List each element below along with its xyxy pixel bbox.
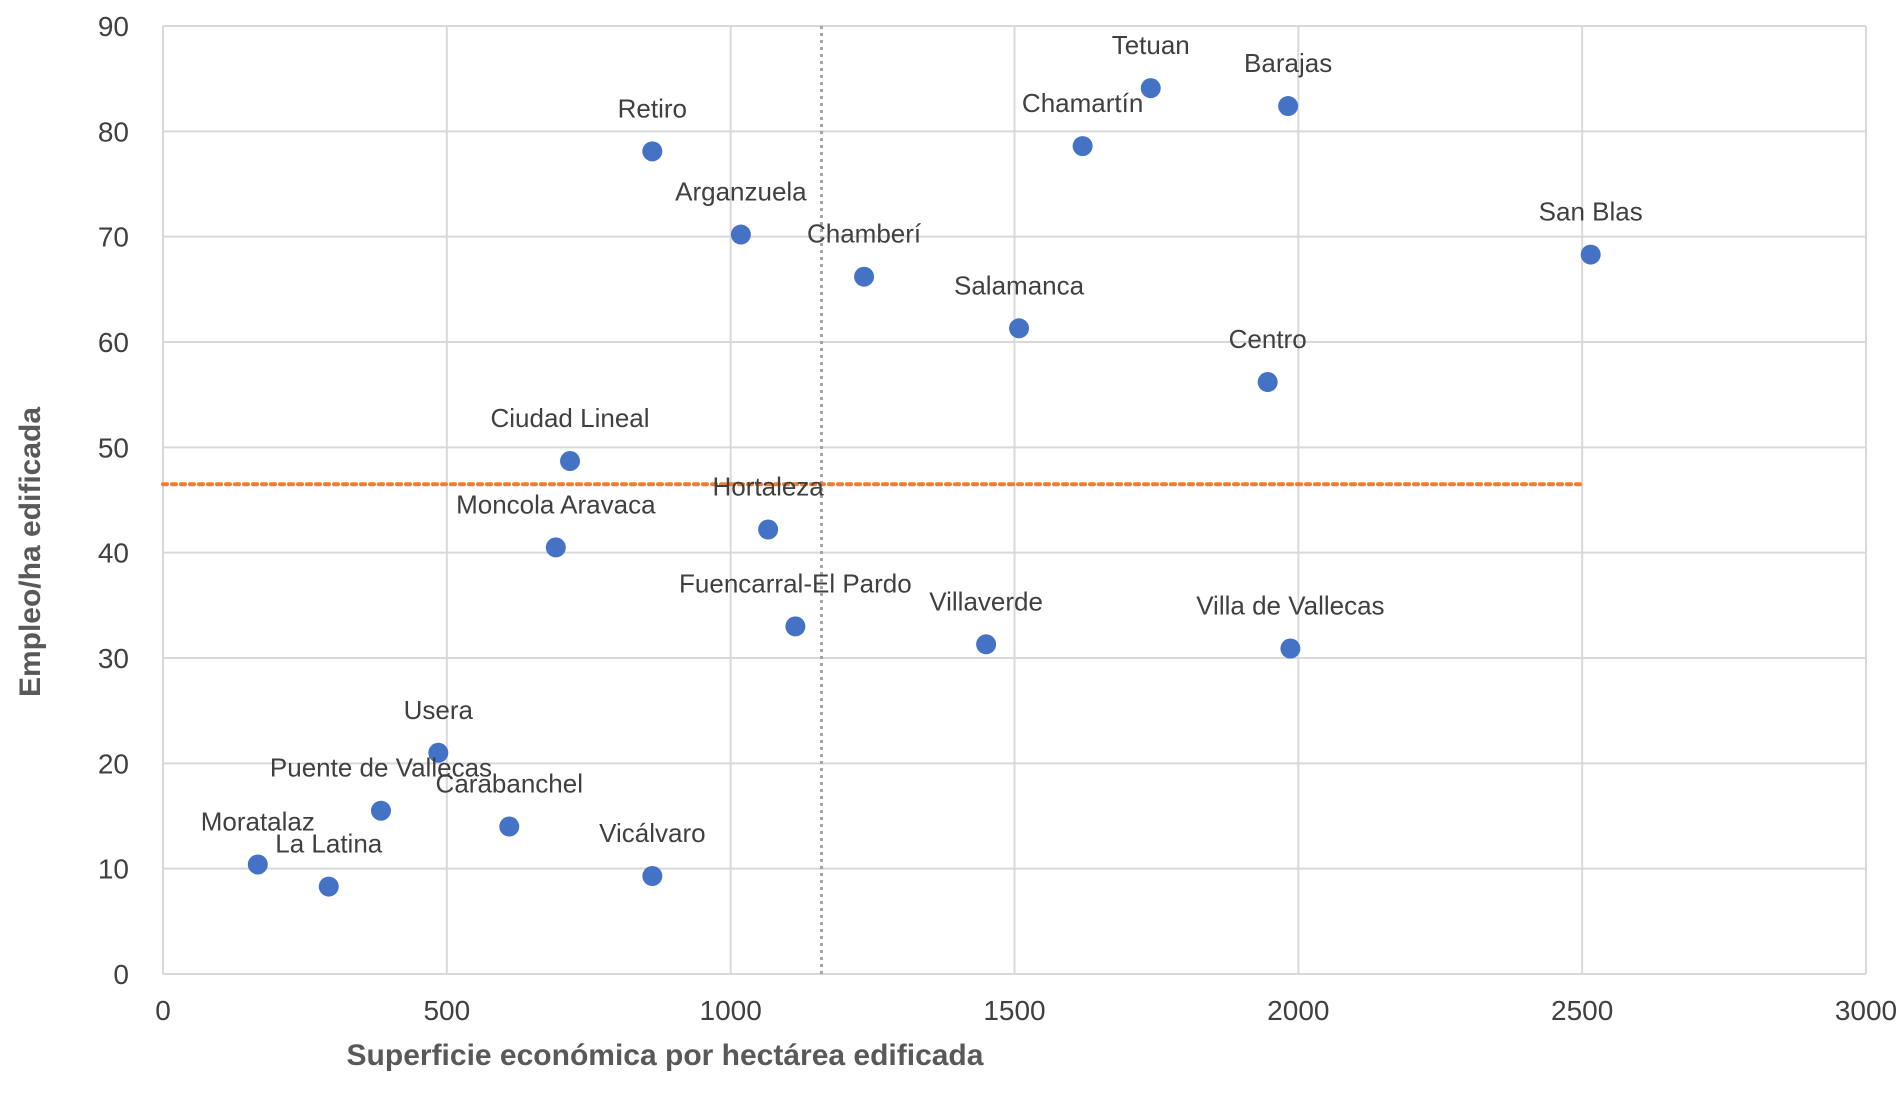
data-point-label: Retiro: [618, 93, 687, 123]
data-point-label: Ciudad Lineal: [491, 403, 650, 433]
x-tick-label: 2500: [1551, 995, 1613, 1026]
data-point-label: Barajas: [1244, 48, 1332, 78]
data-point: [428, 742, 449, 763]
data-point: [1580, 244, 1601, 265]
data-point-label: San Blas: [1539, 197, 1643, 227]
x-axis-title: Superficie económica por hectárea edific…: [347, 1039, 984, 1072]
data-point: [560, 451, 581, 472]
point-labels: Tetuan Barajas Retiro Chamartín ArganzuelaCh…: [201, 30, 1643, 858]
y-tick-labels: 0 10 20 30 40 50 60 70 80 90: [98, 11, 129, 990]
data-point: [854, 266, 875, 287]
data-point-label: Centro: [1229, 324, 1307, 354]
data-point-label: Hortaleza: [712, 471, 824, 501]
data-point: [370, 800, 391, 821]
x-tick-label: 500: [423, 995, 470, 1026]
y-tick-label: 40: [98, 538, 129, 569]
y-tick-label: 50: [98, 432, 129, 463]
y-tick-label: 70: [98, 222, 129, 253]
data-point: [247, 854, 268, 875]
x-tick-label: 3000: [1835, 995, 1897, 1026]
data-point-label: Chamartín: [1022, 88, 1143, 118]
data-point-label: Vicálvaro: [599, 818, 705, 848]
x-tick-labels: 0 500 1000 1500 2000 2500 3000: [155, 995, 1897, 1026]
x-tick-label: 1000: [700, 995, 762, 1026]
data-point: [1278, 96, 1299, 117]
data-point: [1257, 372, 1278, 393]
x-tick-label: 1500: [983, 995, 1045, 1026]
data-point: [1072, 136, 1093, 157]
y-tick-label: 60: [98, 327, 129, 358]
data-point: [1009, 318, 1030, 339]
data-point-label: Moncola Aravaca: [456, 489, 656, 519]
y-tick-label: 10: [98, 854, 129, 885]
reference-lines: [161, 26, 1585, 974]
data-point: [785, 616, 806, 637]
y-tick-label: 90: [98, 11, 129, 42]
data-point-label: Arganzuela: [675, 177, 807, 207]
data-point-label: Fuencarral-El Pardo: [679, 568, 912, 598]
gridlines: [162, 25, 1867, 975]
data-point-label: Tetuan: [1112, 30, 1190, 60]
data-point: [1280, 638, 1301, 659]
data-point-label: Carabanchel: [436, 769, 583, 799]
y-tick-label: 80: [98, 116, 129, 147]
data-point: [758, 519, 779, 540]
data-point-label: Salamanca: [954, 270, 1085, 300]
data-point-label: La Latina: [275, 829, 383, 859]
y-tick-label: 20: [98, 748, 129, 779]
y-tick-label: 0: [113, 959, 129, 990]
y-tick-label: 30: [98, 643, 129, 674]
data-point: [545, 537, 566, 558]
data-point-label: Villa de Vallecas: [1196, 591, 1384, 621]
y-axis-title: Empleo/ha edificada: [14, 407, 47, 697]
data-point-label: Moratalaz: [201, 806, 315, 836]
data-point: [642, 141, 663, 162]
data-point-label: Usera: [404, 695, 474, 725]
data-point-label: Puente de Vallecas: [270, 753, 492, 783]
data-point: [499, 816, 520, 837]
x-tick-label: 0: [155, 995, 171, 1026]
x-tick-label: 2000: [1267, 995, 1329, 1026]
data-point: [642, 866, 663, 887]
data-point-label: Chamberí: [807, 219, 922, 249]
data-point: [976, 634, 997, 655]
data-point-label: Villaverde: [929, 586, 1043, 616]
data-point: [1140, 78, 1161, 99]
data-point: [730, 224, 751, 245]
data-point: [318, 876, 339, 897]
data-points: [247, 78, 1601, 897]
